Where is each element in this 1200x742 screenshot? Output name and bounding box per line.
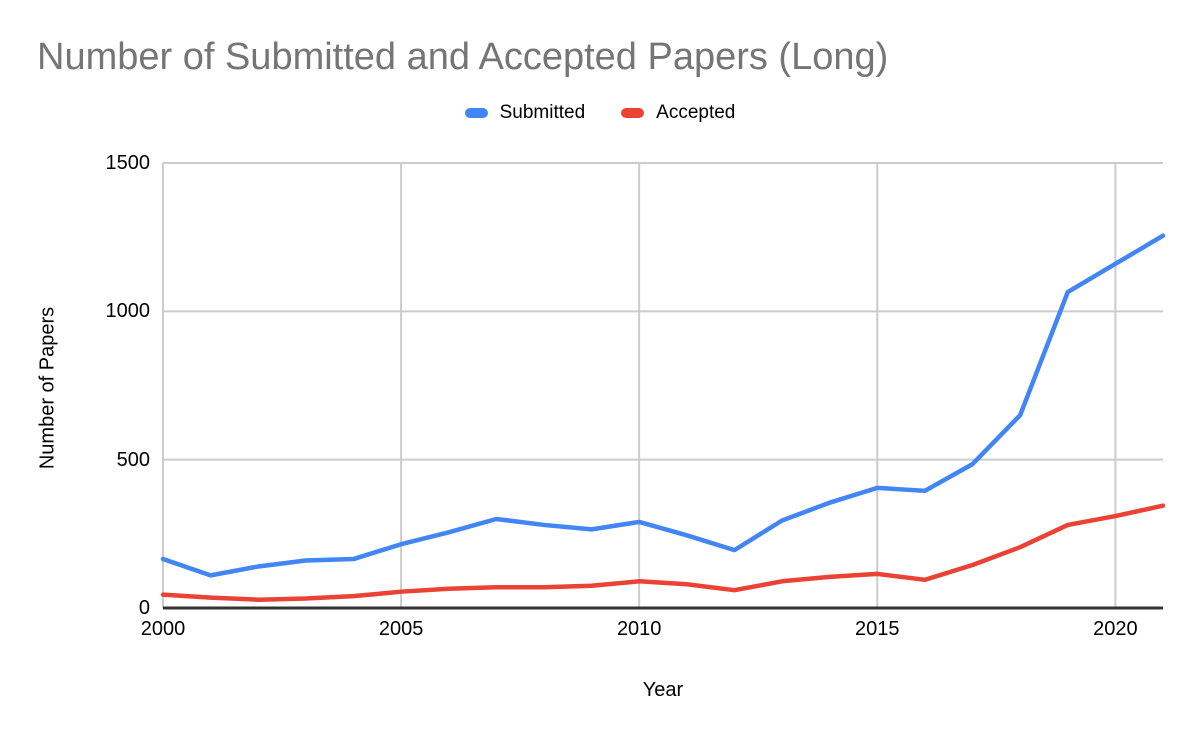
y-tick-label-0: 0 [138, 597, 150, 619]
x-tick-label-2015: 2015 [855, 618, 900, 640]
legend-label-submitted: Submitted [499, 102, 586, 123]
accepted-line [160, 503, 1166, 602]
x-axis-title: Year [642, 679, 684, 701]
y-axis-title: Number of Papers [36, 306, 59, 470]
x-tick-label-2005: 2005 [378, 618, 424, 640]
y-tick-label-1000: 1000 [105, 300, 151, 323]
chart-title: Number of Submitted and Accepted Papers … [37, 36, 889, 78]
legend: Submitted Accepted [0, 102, 1200, 124]
y-tick-label-500: 500 [116, 448, 150, 471]
submitted-line [160, 233, 1166, 578]
x-tick-label-2000: 2000 [140, 618, 186, 640]
legend-item-submitted: Submitted [464, 102, 586, 124]
y-tick-label-1500: 1500 [105, 152, 151, 174]
legend-label-accepted: Accepted [656, 102, 736, 123]
x-tick-label-2010: 2010 [616, 618, 662, 640]
legend-swatch-accepted [621, 108, 645, 118]
legend-swatch-submitted [464, 108, 488, 118]
x-tick-label-2020: 2020 [1093, 618, 1138, 640]
legend-item-accepted: Accepted [621, 102, 735, 124]
